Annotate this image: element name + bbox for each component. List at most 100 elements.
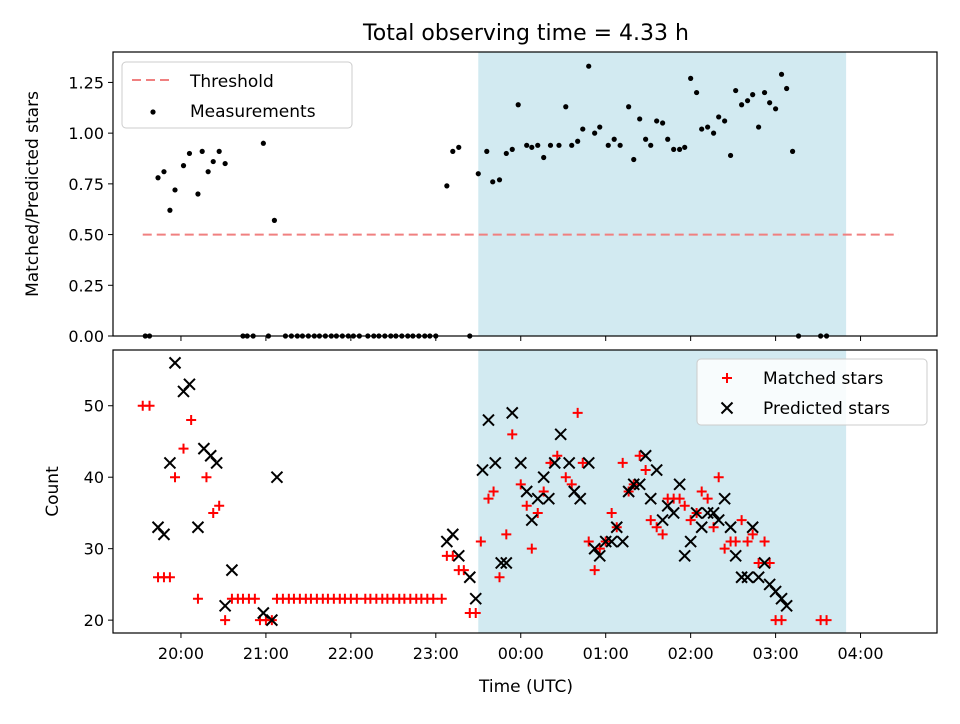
matched-point: [657, 529, 668, 540]
x-tick-label: 20:00: [158, 644, 204, 663]
measurement-point: [524, 142, 530, 148]
y-tick-label-bottom: 30: [84, 540, 104, 559]
measurement-point: [503, 150, 509, 157]
predicted-point: [265, 613, 279, 627]
predicted-point: [758, 556, 771, 570]
bottom-panel: 20 30 40 50 20:00 21:00 22:00 23:00 00:00 01:00 02…: [43, 349, 938, 663]
matched-point: [589, 565, 600, 576]
matched-point: [526, 543, 537, 554]
predicted-point: [593, 549, 606, 563]
chart-title: Total observing time = 4.33 h: [362, 21, 689, 46]
axes-frame-bottom: [112, 349, 938, 634]
matched-point: [488, 486, 499, 497]
measurement-point: [756, 124, 762, 130]
measurement-point: [772, 106, 779, 112]
legend-top: Threshold Measurements: [121, 61, 353, 129]
matched-point: [651, 522, 662, 533]
y-tick-label-top: 0.25: [68, 276, 104, 295]
matched-point: [475, 536, 486, 547]
y-tick-label-bottom: 50: [84, 397, 104, 416]
measurement-point: [631, 156, 637, 163]
measurement-point: [575, 138, 581, 144]
measurement-point: [592, 130, 598, 136]
predicted-point: [562, 456, 576, 470]
matched-point: [674, 493, 685, 504]
predicted-point: [678, 549, 691, 563]
predicted-point: [210, 456, 223, 470]
measurement-point: [665, 136, 671, 142]
predicted-point: [218, 599, 232, 613]
x-tick-label: 00:00: [498, 644, 544, 663]
predicted-point: [588, 542, 601, 555]
matched-point: [696, 486, 707, 497]
measurement-point: [205, 169, 211, 175]
measurement-point: [490, 179, 496, 185]
predicted-point: [718, 492, 731, 505]
measurement-point: [580, 126, 586, 132]
measurement-point: [484, 148, 490, 154]
measurement-point: [654, 118, 660, 124]
measurement-point: [750, 92, 756, 98]
measurement-point: [509, 146, 515, 152]
measurement-point: [563, 104, 569, 110]
measurement-point: [682, 144, 688, 150]
x-tick-label: 21:00: [243, 644, 289, 663]
measurement-point: [648, 142, 654, 148]
measurement-point: [660, 120, 666, 126]
y-tick-label-top: 1.00: [68, 124, 104, 143]
predicted-point: [163, 456, 177, 470]
matched-point: [821, 615, 832, 626]
measurement-point: [569, 142, 575, 148]
measurement-point: [626, 104, 632, 110]
predicted-point: [673, 478, 686, 491]
measurement-point: [617, 142, 623, 148]
legend-matched-label: Matched stars: [763, 369, 883, 389]
predicted-point: [746, 521, 759, 534]
measurement-point: [529, 144, 535, 150]
measurement-point: [733, 87, 739, 94]
predicted-point: [225, 563, 239, 577]
predicted-point: [469, 592, 482, 605]
legend-predicted-label: Predicted stars: [763, 399, 890, 419]
measurement-point: [778, 71, 785, 77]
matched-point: [447, 550, 458, 561]
predicted-point: [495, 556, 508, 570]
measurement-point: [450, 148, 456, 154]
measurement-point: [699, 126, 705, 132]
predicted-point: [667, 506, 680, 520]
measurement-point: [761, 89, 768, 96]
matched-point: [144, 400, 155, 411]
measurement-point: [693, 89, 700, 96]
predicted-point: [616, 535, 629, 548]
predicted-point: [644, 492, 657, 505]
matched-point: [494, 572, 505, 583]
predicted-point: [605, 535, 618, 548]
predicted-point: [183, 378, 196, 391]
y-tick-label-bottom: 40: [84, 468, 104, 487]
matched-point: [742, 536, 753, 547]
observing-span-top: [478, 52, 847, 336]
matched-point: [458, 565, 469, 576]
y-tick-label-top: 0.50: [68, 226, 104, 245]
matched-point: [483, 493, 494, 504]
matched-point: [702, 493, 713, 504]
matched-point: [577, 457, 588, 468]
predicted-point: [548, 456, 561, 470]
legend-box-bottom: [696, 358, 928, 426]
x-tick-label: 03:00: [753, 644, 799, 663]
measurement-point: [216, 148, 222, 154]
measurement-point: [739, 102, 745, 108]
matched-point: [436, 593, 447, 604]
measurement-point: [167, 207, 173, 213]
measurement-point: [677, 146, 683, 152]
matched-point: [521, 500, 532, 511]
predicted-point: [531, 492, 544, 505]
predicted-point: [622, 485, 635, 498]
measurement-point: [710, 130, 717, 136]
predicted-point: [500, 556, 513, 570]
measurement-point: [210, 158, 216, 165]
x-tick-label: 04:00: [837, 644, 883, 663]
matched-point: [164, 572, 175, 583]
matched-point: [713, 472, 724, 483]
